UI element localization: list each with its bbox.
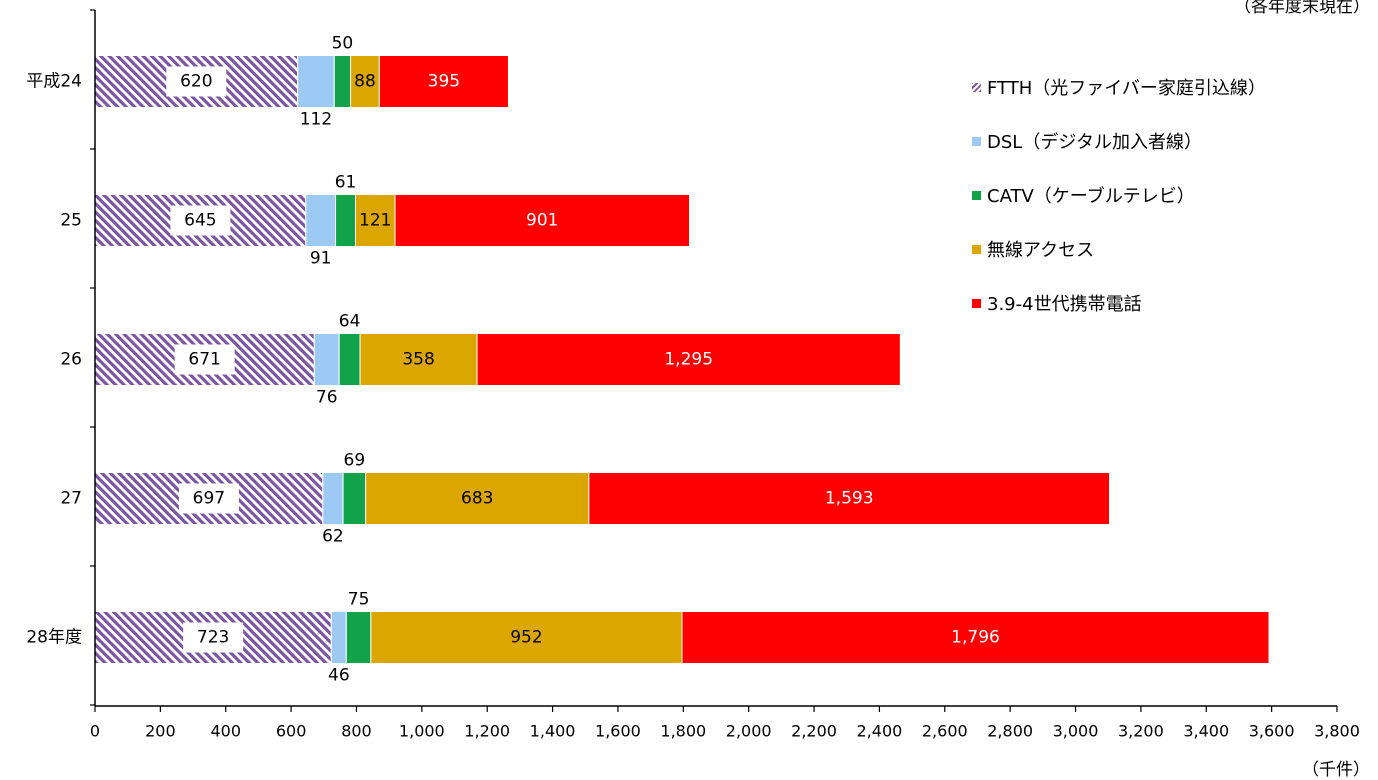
value-label-mobile-0: 395 [428, 72, 460, 92]
label-box-ftth-2 [174, 344, 235, 375]
legend-item-catv: CATV（ケーブルテレビ） [972, 168, 1266, 222]
legend-swatch-dsl [972, 136, 981, 146]
x-tick-label-4: 800 [341, 722, 372, 741]
bar-catv-4 [345, 611, 372, 664]
bar-mobile-1 [394, 194, 691, 247]
x-tick-label-17: 3,400 [1183, 722, 1229, 741]
legend-label-wireless: 無線アクセス [987, 240, 1095, 261]
bar-mobile-2 [476, 333, 901, 386]
x-tick-label-16: 3,200 [1118, 722, 1164, 741]
x-tick-label-9: 1,800 [660, 722, 706, 741]
value-label-dsl-2: 76 [316, 388, 338, 408]
bar-dsl-4 [330, 611, 347, 664]
value-label-mobile-4: 1,796 [951, 628, 1000, 648]
x-tick-label-2: 400 [210, 722, 241, 741]
value-label-ftth-0: 620 [180, 72, 212, 92]
category-label-4: 28年度 [26, 628, 82, 648]
legend-swatch-catv [972, 190, 981, 200]
legend-item-ftth: FTTH（光ファイバー家庭引込線） [972, 60, 1266, 114]
bar-wireless-3 [365, 472, 590, 525]
bar-catv-1 [335, 194, 356, 247]
x-tick-label-3: 600 [276, 722, 307, 741]
x-tick-label-12: 2,400 [857, 722, 903, 741]
bar-catv-2 [338, 333, 361, 386]
bar-dsl-2 [313, 333, 340, 386]
legend-label-catv: CATV（ケーブルテレビ） [987, 186, 1195, 207]
category-label-2: 26 [60, 350, 82, 370]
x-tick-label-0: 0 [90, 722, 100, 741]
legend-item-wireless: 無線アクセス [972, 222, 1266, 276]
x-tick-label-1: 200 [145, 722, 176, 741]
x-tick-label-14: 2,800 [987, 722, 1033, 741]
legend-label-mobile: 3.9-4世代携帯電話 [987, 294, 1142, 315]
category-label-1: 25 [60, 211, 82, 231]
bar-wireless-2 [359, 333, 478, 386]
x-tick-label-15: 3,000 [1053, 722, 1099, 741]
value-label-wireless-3: 683 [461, 489, 493, 509]
bar-dsl-0 [297, 55, 335, 108]
value-label-dsl-0: 112 [300, 110, 332, 130]
bar-mobile-3 [588, 472, 1111, 525]
bar-catv-0 [333, 55, 352, 108]
value-label-mobile-1: 901 [526, 211, 558, 231]
value-label-wireless-1: 121 [359, 211, 391, 231]
value-label-wireless-2: 358 [402, 350, 434, 370]
bars-layer [94, 55, 1270, 664]
x-tick-label-8: 1,600 [595, 722, 641, 741]
value-label-ftth-2: 671 [188, 350, 220, 370]
bar-dsl-1 [305, 194, 337, 247]
bar-catv-3 [342, 472, 367, 525]
value-label-catv-4: 75 [348, 590, 370, 610]
as-of-note: （各年度末現在） [1234, 0, 1370, 17]
category-label-0: 平成24 [26, 72, 82, 92]
legend-item-dsl: DSL（デジタル加入者線） [972, 114, 1266, 168]
x-tick-label-13: 2,600 [922, 722, 968, 741]
x-tick-label-18: 3,600 [1249, 722, 1295, 741]
value-label-catv-1: 61 [335, 173, 357, 193]
value-label-ftth-3: 697 [193, 489, 225, 509]
legend-swatch-wireless [972, 244, 981, 254]
bar-ftth-3 [94, 472, 324, 525]
bar-wireless-4 [370, 611, 683, 664]
value-label-ftth-4: 723 [197, 628, 229, 648]
legend-label-dsl: DSL（デジタル加入者線） [987, 132, 1202, 153]
value-label-wireless-0: 88 [354, 72, 376, 92]
legend: FTTH（光ファイバー家庭引込線） DSL（デジタル加入者線） CATV（ケーブ… [972, 60, 1266, 330]
bar-mobile-4 [681, 611, 1270, 664]
value-label-mobile-2: 1,295 [664, 350, 713, 370]
value-label-catv-0: 50 [332, 34, 354, 54]
unit-label: （千件） [1302, 760, 1370, 780]
x-tick-label-10: 2,000 [726, 722, 772, 741]
axes-layer [90, 9, 1338, 712]
value-label-catv-3: 69 [344, 451, 366, 471]
label-box-ftth-0 [166, 66, 227, 97]
legend-item-mobile: 3.9-4世代携帯電話 [972, 276, 1266, 330]
x-tick-label-6: 1,200 [464, 722, 510, 741]
legend-swatch-mobile [972, 298, 981, 308]
legend-label-ftth: FTTH（光ファイバー家庭引込線） [987, 78, 1266, 99]
value-label-dsl-4: 46 [328, 666, 350, 686]
label-box-ftth-3 [178, 483, 239, 514]
value-label-ftth-1: 645 [184, 211, 216, 231]
bar-dsl-3 [322, 472, 344, 525]
bar-wireless-0 [350, 55, 380, 108]
value-label-dsl-1: 91 [310, 249, 332, 269]
value-label-wireless-4: 952 [510, 628, 542, 648]
value-label-mobile-3: 1,593 [825, 489, 874, 509]
value-label-dsl-3: 62 [322, 527, 344, 547]
legend-swatch-ftth [972, 82, 981, 92]
value-label-catv-2: 64 [339, 312, 361, 332]
x-tick-label-5: 1,000 [399, 722, 445, 741]
label-box-ftth-1 [170, 205, 231, 236]
x-tick-label-7: 1,400 [530, 722, 576, 741]
x-tick-label-19: 3,800 [1314, 722, 1360, 741]
category-label-3: 27 [60, 489, 82, 509]
x-tick-label-11: 2,200 [791, 722, 837, 741]
label-box-ftth-4 [183, 622, 244, 653]
bar-mobile-0 [378, 55, 509, 108]
